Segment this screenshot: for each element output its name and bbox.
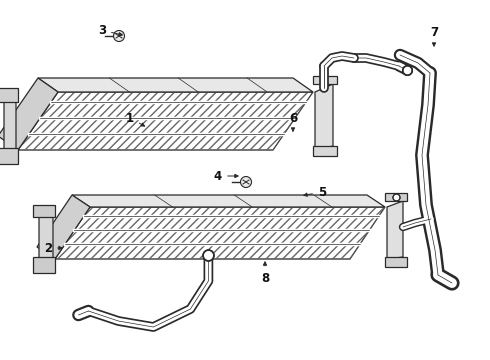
Polygon shape	[39, 207, 53, 262]
Text: 7: 7	[430, 26, 438, 46]
Text: 5: 5	[304, 185, 326, 198]
Text: 8: 8	[261, 262, 269, 284]
Polygon shape	[4, 92, 16, 154]
Polygon shape	[313, 76, 337, 84]
Text: 3: 3	[98, 23, 122, 36]
Polygon shape	[37, 195, 90, 259]
Text: 4: 4	[214, 170, 238, 183]
Polygon shape	[387, 201, 403, 259]
Polygon shape	[0, 78, 58, 150]
Text: 2: 2	[44, 242, 62, 255]
Polygon shape	[385, 193, 407, 201]
Polygon shape	[385, 257, 407, 267]
Polygon shape	[313, 146, 337, 156]
Polygon shape	[33, 205, 55, 217]
Polygon shape	[0, 148, 18, 164]
Polygon shape	[38, 78, 313, 92]
Polygon shape	[315, 84, 333, 150]
Polygon shape	[0, 88, 18, 102]
Polygon shape	[18, 92, 313, 150]
Circle shape	[241, 176, 251, 188]
Polygon shape	[55, 207, 385, 259]
Circle shape	[114, 31, 124, 41]
Polygon shape	[72, 195, 385, 207]
Text: 1: 1	[126, 112, 145, 126]
Text: 6: 6	[289, 112, 297, 131]
Polygon shape	[33, 257, 55, 273]
